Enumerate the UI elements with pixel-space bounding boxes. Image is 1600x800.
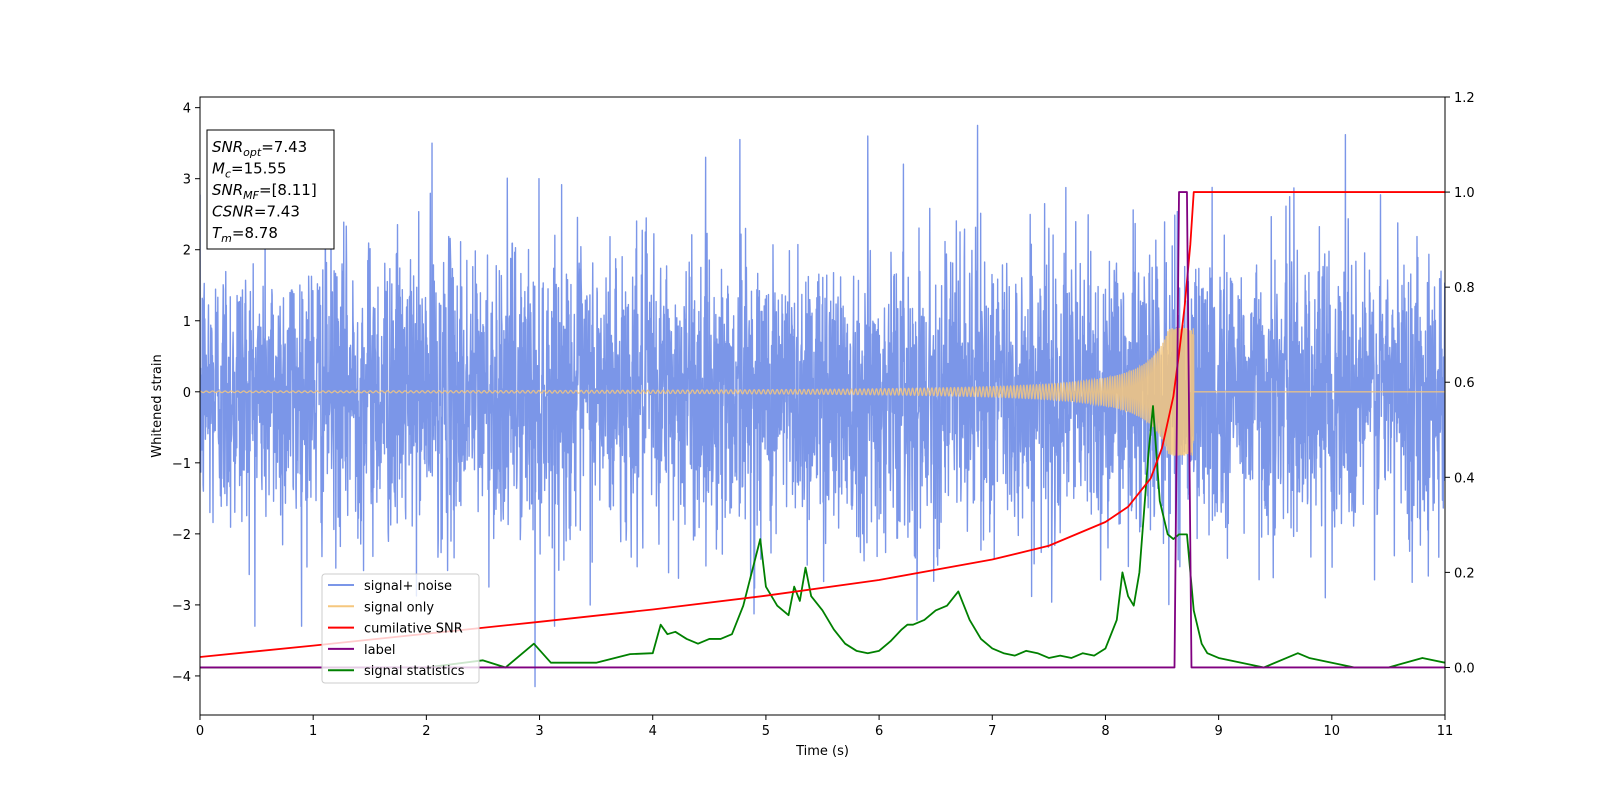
- info-line-main: T: [212, 224, 223, 242]
- y-left-tick-label: 2: [183, 244, 191, 259]
- info-line-sub: m: [221, 232, 232, 245]
- x-tick-label: 0: [196, 724, 204, 739]
- legend-label: signal+ noise: [364, 579, 452, 594]
- legend-frame: [321, 573, 480, 684]
- info-line: SNRMF=[8.11]: [212, 181, 317, 202]
- x-tick-label: 4: [649, 724, 657, 739]
- y-right-tick-label: 0.8: [1454, 281, 1475, 296]
- y-right-tick-label: 1.0: [1454, 186, 1475, 201]
- info-line-sub: opt: [243, 146, 262, 159]
- info-line: CSNR=7.43: [212, 203, 300, 221]
- info-line-value: =15.55: [231, 160, 287, 178]
- x-tick-label: 6: [875, 724, 883, 739]
- y-left-tick-label: −2: [172, 528, 191, 543]
- y-left-tick-label: 1: [183, 315, 191, 330]
- y-left-tick-label: −1: [172, 457, 191, 472]
- x-tick-label: 9: [1214, 724, 1222, 739]
- y-left-tick-label: −3: [172, 599, 191, 614]
- x-tick-label: 3: [535, 724, 543, 739]
- info-box-frame: [206, 129, 335, 250]
- y-left-tick-label: 4: [183, 102, 191, 117]
- legend-label: signal statistics: [364, 664, 465, 679]
- y-left-tick-label: 3: [183, 173, 191, 188]
- legend-label: signal only: [364, 600, 434, 615]
- info-line-main: CSNR: [212, 203, 254, 221]
- y-axis-label: Whitened strain: [150, 354, 165, 457]
- x-axis-label: Time (s): [795, 744, 849, 759]
- x-tick-label: 1: [309, 724, 317, 739]
- info-line-value: =7.43: [261, 138, 307, 156]
- plot-area: [200, 124, 1445, 688]
- y-left-tick-label: 0: [183, 386, 191, 401]
- info-line-sub: MF: [243, 189, 259, 202]
- info-line-sub: c: [225, 168, 231, 181]
- y-right-tick-label: 0.0: [1454, 661, 1475, 676]
- info-line-value: =7.43: [254, 203, 300, 221]
- info-line-main: M: [212, 160, 225, 178]
- y-right-tick-label: 0.6: [1454, 376, 1475, 391]
- info-line-value: =8.78: [232, 224, 278, 242]
- series-signal-only: [200, 327, 1445, 456]
- x-tick-label: 7: [988, 724, 996, 739]
- info-line: Mc=15.55: [212, 160, 287, 181]
- y-right-tick-label: 1.2: [1454, 91, 1475, 106]
- y-right-tick-label: 0.2: [1454, 566, 1475, 581]
- legend-label: cumilative SNR: [364, 622, 463, 637]
- x-tick-label: 8: [1101, 724, 1109, 739]
- x-tick-label: 5: [762, 724, 770, 739]
- info-line: SNRopt=7.43: [212, 138, 307, 159]
- x-tick-label: 10: [1324, 724, 1341, 739]
- legend: signal+ noise signal only cumilative SNR la…: [321, 573, 480, 684]
- axes: 0 1 2 3 4 5 6 7 8 9 10 11 −4 −3 −2 −1 0 1 2 3 4 0.0 0.2 0.4 0.6 0…: [150, 91, 1475, 759]
- legend-label: label: [364, 643, 395, 658]
- y-right-tick-label: 0.4: [1454, 471, 1475, 486]
- info-line: Tm=8.78: [212, 224, 278, 245]
- info-line-main: SNR: [212, 181, 243, 199]
- info-line-main: SNR: [212, 138, 243, 156]
- x-tick-label: 11: [1437, 724, 1454, 739]
- axes-frame: [199, 96, 1446, 716]
- series-group: [200, 124, 1445, 688]
- info-line-value: =[8.11]: [259, 181, 317, 199]
- series-label: [200, 191, 1445, 669]
- series-cumulative-snr: [200, 191, 1445, 658]
- series-signal-statistics: [200, 405, 1445, 669]
- x-tick-label: 2: [422, 724, 430, 739]
- y-left-tick-label: −4: [172, 670, 191, 685]
- info-box: SNRopt=7.43Mc=15.55SNRMF=[8.11]CSNR=7.43…: [206, 129, 335, 250]
